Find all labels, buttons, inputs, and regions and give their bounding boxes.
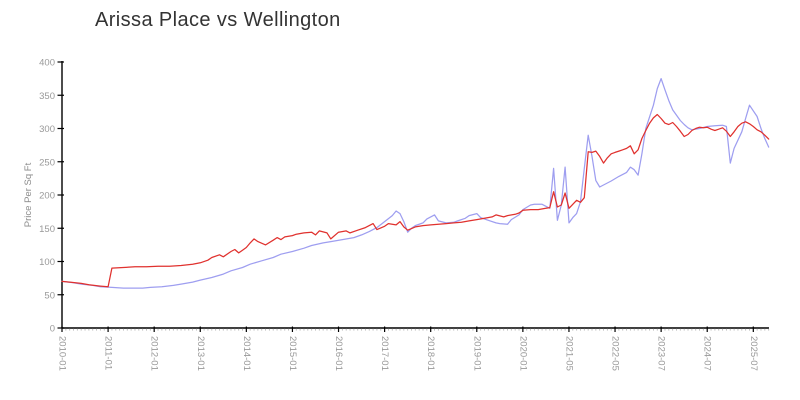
x-tick-label: 2021-05 xyxy=(563,336,574,371)
y-tick-label: 100 xyxy=(39,257,55,268)
y-tick-label: 250 xyxy=(39,157,55,168)
x-tick-label: 2016-01 xyxy=(333,336,344,371)
x-tick-label: 2010-01 xyxy=(57,336,68,371)
x-tick-label: 2025-07 xyxy=(748,336,759,371)
x-tick-label: 2023-07 xyxy=(656,336,667,371)
y-tick-label: 50 xyxy=(44,290,55,301)
x-tick-label: 2018-01 xyxy=(425,336,436,371)
series-line-wellington xyxy=(61,77,770,289)
series-line-arissa-place xyxy=(61,113,770,288)
x-tick-label: 2017-01 xyxy=(379,336,390,371)
x-tick-label: 2020-01 xyxy=(517,336,528,371)
y-tick-label: 400 xyxy=(39,58,55,69)
x-tick-label: 2022-05 xyxy=(610,336,621,371)
x-tick-label: 2019-01 xyxy=(471,336,482,371)
x-tick-label: 2013-01 xyxy=(195,336,206,371)
y-tick-label: 0 xyxy=(50,324,55,335)
chart-title: Arissa Place vs Wellington xyxy=(95,9,341,31)
y-tick-label: 300 xyxy=(39,124,55,135)
x-tick-label: 2015-01 xyxy=(287,336,298,371)
x-tick-label: 2012-01 xyxy=(149,336,160,371)
y-tick-label: 150 xyxy=(39,224,55,235)
x-tick-label: 2014-01 xyxy=(241,336,252,371)
x-tick-label: 2024-07 xyxy=(702,336,713,371)
x-tick-label: 2011-01 xyxy=(103,336,114,370)
y-axis-label: Price Per Sq Ft xyxy=(23,162,34,227)
y-tick-label: 350 xyxy=(39,91,55,102)
y-tick-label: 200 xyxy=(39,191,55,202)
